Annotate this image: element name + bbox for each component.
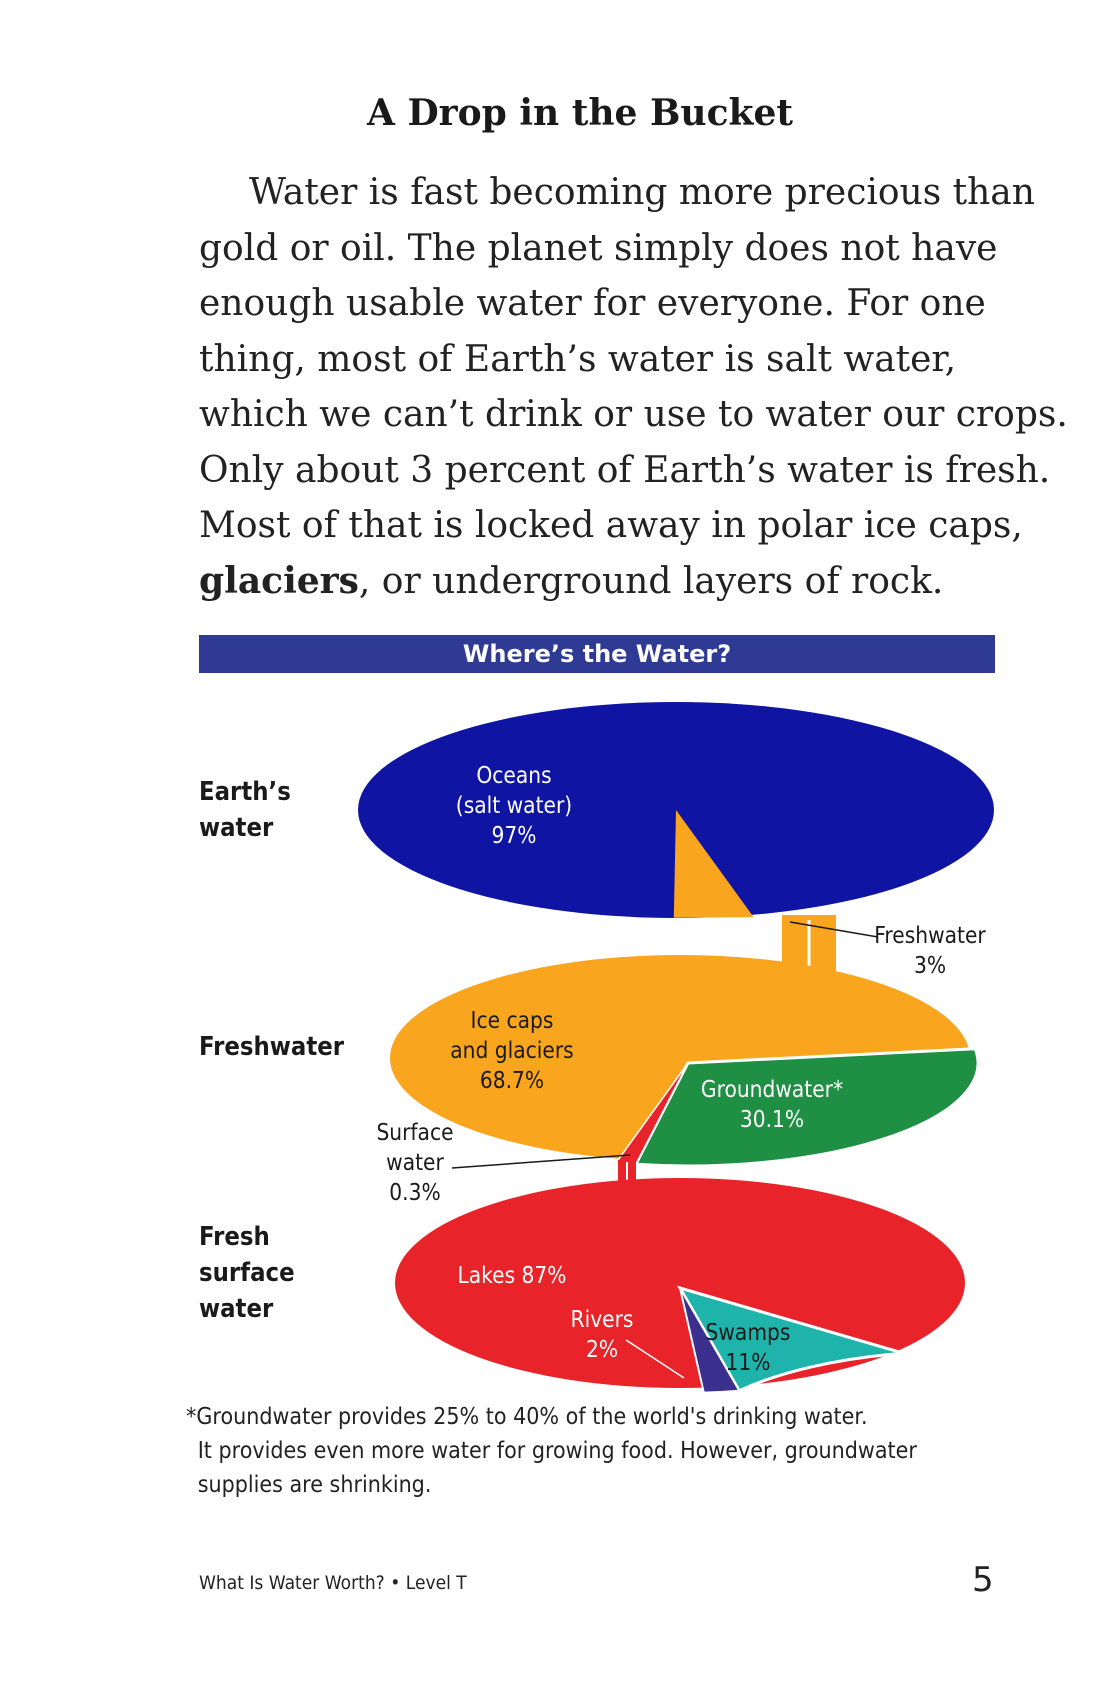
label-groundwater: Groundwater* 30.1% [701,1077,843,1134]
slice-groundwater [633,1047,980,1168]
paragraph-line: Most of that is locked away in polar ice… [199,505,1023,546]
paragraph-line: enough usable water for everyone. For on… [199,283,986,324]
paragraph-line: Only about 3 percent of Earth’s water is… [199,449,1051,491]
label-lakes: Lakes 87% [457,1263,566,1290]
label-freshwater: Freshwater 3% [874,923,986,980]
footnote-line: It provides even more water for growing … [197,1438,917,1464]
slice-rivers [679,1287,741,1394]
leader-surface-water [451,1154,631,1169]
label-swamps: Swamps 11% [706,1320,791,1377]
footnote: *Groundwater provides 25% to 40% of the … [186,1400,924,1502]
footnote-line: supplies are shrinking. [197,1472,432,1498]
label-ice-caps: Ice caps and glaciers 68.7% [450,1008,573,1095]
body-paragraph: Water is fast becoming more precious tha… [199,165,1068,610]
paragraph-line-rest: , or underground layers of rock. [358,560,944,602]
row-label: Freshwater [199,1031,344,1062]
label-rivers: Rivers 2% [571,1307,634,1364]
page-number: 5 [972,1560,994,1600]
paragraph-line: which we can’t drink or use to water our… [199,394,1068,435]
chart-title: Where’s the Water? [199,635,995,673]
paragraph-line-last: glaciers, or underground layers of rock. [199,554,1019,610]
book-title-footer: What Is Water Worth? • Level T [199,1572,467,1594]
label-oceans: Oceans (salt water) 97% [456,763,572,850]
row-label: Fresh surface water [199,1221,295,1324]
slice-freshwater [673,810,754,918]
label-surface-water: Surface water 0.3% [376,1120,453,1207]
slice-swamps [676,1285,904,1393]
leader-freshwater [789,921,879,938]
paragraph-line: thing, most of Earth’s water is salt wat… [199,338,957,380]
section-heading: A Drop in the Bucket [367,92,793,134]
paragraph-line: gold or oil. The planet simply does not … [199,227,998,269]
row-label: Earth’s water [199,776,291,843]
glossary-term[interactable]: glaciers [199,559,359,602]
footnote-line: *Groundwater provides 25% to 40% of the … [186,1404,868,1430]
paragraph-line: Water is fast becoming more precious tha… [249,172,1035,213]
leader-rivers [625,1339,685,1379]
